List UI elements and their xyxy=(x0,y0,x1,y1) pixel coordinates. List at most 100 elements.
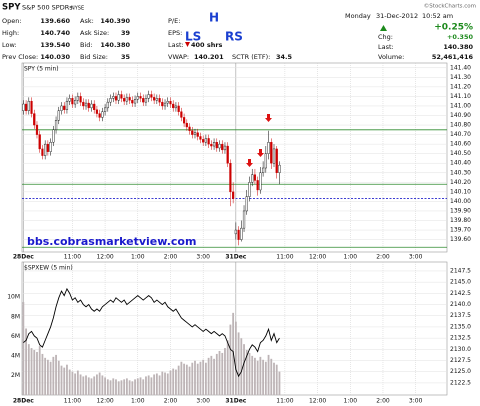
volume-bar xyxy=(63,367,66,395)
candle-body xyxy=(112,96,115,99)
volume-bar xyxy=(224,348,226,395)
volume-bar xyxy=(36,351,38,395)
volume-bar xyxy=(273,362,275,395)
candle-body xyxy=(38,134,41,150)
volume-bar xyxy=(136,378,139,395)
candle-body xyxy=(237,229,240,240)
candle-body xyxy=(74,100,77,105)
volume-bar xyxy=(196,363,199,395)
volume-bar xyxy=(221,352,224,395)
volume-bar xyxy=(210,355,213,395)
plot-layer: 28Dec 11:00 12:00 1:00 2:00 3:00 31Dec 11:00 12:… xyxy=(7,63,471,405)
candle-body xyxy=(142,98,145,103)
volume-bar xyxy=(82,376,85,395)
candle-body xyxy=(180,111,183,118)
candle-body xyxy=(68,98,71,102)
x-tick-label: 31Dec xyxy=(225,254,246,261)
volume-bar xyxy=(155,373,158,395)
candle-body xyxy=(204,138,207,143)
volume-bar xyxy=(71,371,74,395)
x-tick-label: 3:00 xyxy=(409,254,423,261)
candle-body xyxy=(262,167,265,173)
field-value: 400 shrs xyxy=(191,41,223,49)
volume-bar xyxy=(76,370,79,395)
y-tick-label: 140.80 xyxy=(450,122,471,129)
volume-bar xyxy=(226,340,229,395)
candle-body xyxy=(210,143,213,147)
candle-body xyxy=(41,148,44,156)
candle-body xyxy=(65,100,69,110)
volume-bar xyxy=(237,332,240,395)
field-value: 140.380 xyxy=(100,41,130,49)
volume-bar xyxy=(264,361,267,395)
volume-bar xyxy=(112,378,115,395)
candle-body xyxy=(251,174,254,183)
candle-body xyxy=(63,105,66,110)
volume-bar xyxy=(251,355,254,395)
candle-body xyxy=(223,145,227,151)
y-tick-label: 140.70 xyxy=(450,131,471,138)
candle-body xyxy=(60,105,63,111)
volume-bar xyxy=(172,368,175,395)
volume-bar xyxy=(46,359,49,395)
candle-body xyxy=(153,97,156,101)
x-tick-label: 1:00 xyxy=(344,254,358,261)
volume-bar xyxy=(213,358,215,395)
price-panel-frame xyxy=(21,62,448,253)
candle-body xyxy=(33,113,36,126)
volume-bar xyxy=(177,365,180,395)
candle-body xyxy=(71,98,74,105)
candle-body xyxy=(123,98,126,102)
volume-bar xyxy=(254,357,256,395)
volume-bar xyxy=(215,353,218,395)
field-value: 139.540 xyxy=(40,41,70,49)
candle-body xyxy=(199,136,202,140)
x-tick-label: 1:00 xyxy=(131,254,145,261)
y2-tick-label: 2132.5 xyxy=(450,335,471,342)
field-label: SCTR (ETF): xyxy=(232,53,270,61)
candle-body xyxy=(139,96,142,99)
field-value: 140.201 xyxy=(194,53,224,61)
candle-body xyxy=(272,148,276,164)
candle-body xyxy=(278,164,281,173)
y-tick-label: 140.40 xyxy=(450,160,471,167)
volume-bar xyxy=(245,350,248,395)
volume-bar xyxy=(68,369,71,395)
y2-tick-label: 2142.5 xyxy=(450,290,471,297)
volume-bar xyxy=(218,350,221,395)
volume-bar xyxy=(164,372,166,395)
volume-bar xyxy=(134,379,136,395)
candle-body xyxy=(128,97,131,101)
volume-bar xyxy=(275,364,278,395)
volume-bar xyxy=(240,338,243,395)
candle-body xyxy=(191,130,194,135)
x-tick-label: 28Dec xyxy=(13,398,34,405)
volume-bar xyxy=(74,373,77,395)
x-tick-label: 3:00 xyxy=(196,398,210,405)
candle-body xyxy=(207,138,210,145)
candle-body xyxy=(46,143,49,152)
x-tick-label: 28Dec xyxy=(13,254,34,261)
field-label: Prev Close: xyxy=(2,53,38,61)
candle-body xyxy=(84,102,88,107)
candle-body xyxy=(76,96,79,101)
volume-bar xyxy=(194,360,196,395)
candle-body xyxy=(226,145,229,164)
field-label: P/E: xyxy=(168,17,180,25)
signal-arrow xyxy=(246,159,253,167)
y-tick-label: 141.40 xyxy=(450,64,471,71)
volume-bar xyxy=(52,356,55,395)
candle-body xyxy=(229,163,232,193)
candle-body xyxy=(54,120,58,131)
candle-body xyxy=(117,94,120,101)
y-tick-label: 140.10 xyxy=(450,188,471,195)
y2-tick-label: 2147.5 xyxy=(450,267,471,274)
change-percent: +0.25% xyxy=(434,23,473,33)
field-label: Last: xyxy=(168,41,184,49)
field-label: VWAP: xyxy=(168,53,189,61)
candle-body xyxy=(144,98,148,103)
candle-body xyxy=(264,153,267,169)
volume-bar xyxy=(66,364,68,395)
volume-bar xyxy=(60,365,63,395)
candle-body xyxy=(196,132,199,137)
